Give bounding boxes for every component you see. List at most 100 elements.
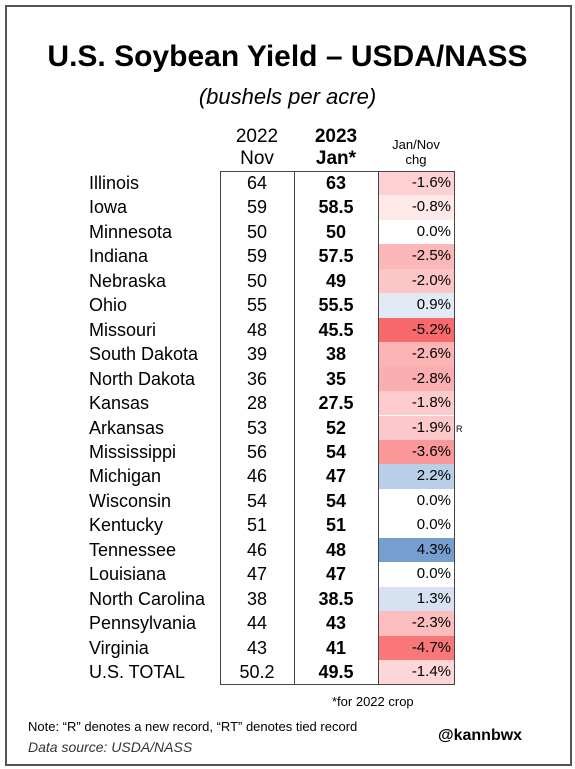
jan-2023-value: 52 <box>325 417 347 438</box>
change-cell: -2.6% <box>378 342 454 367</box>
state-label: Nebraska <box>89 270 167 291</box>
author-handle: @kannbwx <box>438 727 523 744</box>
change-cell: -4.7% <box>378 635 454 660</box>
change-cell: -3.6% <box>378 439 454 465</box>
state-label: Mississippi <box>89 441 177 462</box>
nov-2022-value: 59 <box>246 246 268 267</box>
jan-2023-value: 49 <box>325 270 347 291</box>
state-label: Virginia <box>89 637 149 658</box>
state-label: Tennessee <box>89 539 177 560</box>
state-label: Missouri <box>89 319 157 340</box>
nov-2022-value: 46 <box>246 539 268 560</box>
jan-2023-value: 47 <box>325 564 347 585</box>
jan-2023-value: 41 <box>325 637 347 658</box>
state-label: U.S. TOTAL <box>89 662 186 682</box>
table-horizontal-line <box>220 684 455 686</box>
change-cell: 0.0% <box>378 562 454 587</box>
jan-2023-value: 43 <box>325 613 347 634</box>
state-label: Illinois <box>89 173 140 193</box>
nov-2022-value: 28 <box>246 393 268 414</box>
jan-2023-value: 54 <box>325 490 347 511</box>
header-change: Jan/Nov chg <box>378 137 454 168</box>
state-label: Arkansas <box>89 417 165 438</box>
change-cell: -1.9% <box>378 415 454 440</box>
jan-2023-value: 45.5 <box>318 319 354 340</box>
change-cell: 2.2% <box>378 464 454 489</box>
state-label: Ohio <box>89 295 128 316</box>
change-cell: -1.8% <box>378 391 454 416</box>
data-source: Data source: USDA/NASS <box>28 739 193 755</box>
state-label: Indiana <box>89 246 149 267</box>
jan-2023-value: 27.5 <box>318 393 354 414</box>
nov-2022-value: 53 <box>246 417 268 438</box>
nov-2022-value: 51 <box>246 515 268 536</box>
nov-2022-value: 50 <box>246 270 268 291</box>
header-2023-jan: 2023 Jan* <box>294 126 378 170</box>
change-cell: 0.0% <box>378 219 454 245</box>
table-vertical-line <box>454 171 455 685</box>
nov-2022-value: 48 <box>246 319 268 340</box>
jan-2023-value: 63 <box>325 173 347 193</box>
change-cell: -5.2% <box>378 317 454 343</box>
jan-2023-value: 38 <box>325 344 347 365</box>
jan-2023-value: 49.5 <box>318 662 354 682</box>
change-cell: -2.3% <box>378 611 454 636</box>
nov-2022-value: 55 <box>246 295 268 316</box>
nov-2022-value: 47 <box>246 564 268 585</box>
state-label: Kansas <box>89 393 150 414</box>
nov-2022-value: 46 <box>246 466 268 487</box>
change-cell: 0.0% <box>378 513 454 538</box>
nov-2022-value: 50 <box>246 221 268 242</box>
state-label: Wisconsin <box>89 490 172 511</box>
nov-2022-value: 54 <box>246 490 268 511</box>
jan-2023-value: 57.5 <box>318 246 354 267</box>
nov-2022-value: 56 <box>246 441 268 462</box>
nov-2022-value: 59 <box>246 197 268 218</box>
change-cell: -0.8% <box>378 195 454 220</box>
table-vertical-line <box>294 171 295 685</box>
table-horizontal-line <box>220 171 455 172</box>
header-2023-year: 2023 <box>314 126 358 147</box>
table-vertical-line <box>220 171 221 685</box>
table-vertical-line <box>378 171 379 685</box>
record-marker: R <box>456 423 463 434</box>
state-label: North Dakota <box>89 368 196 389</box>
state-label: Louisiana <box>89 564 167 585</box>
jan-2023-value: 47 <box>325 466 347 487</box>
change-cell: 0.0% <box>378 488 454 514</box>
nov-2022-value: 44 <box>246 613 268 634</box>
change-cell: -2.0% <box>378 268 454 294</box>
chart-title: U.S. Soybean Yield – USDA/NASS <box>47 40 528 73</box>
state-label: Iowa <box>89 197 128 218</box>
jan-2023-value: 51 <box>325 515 347 536</box>
state-label: North Carolina <box>89 588 206 609</box>
nov-2022-value: 43 <box>246 637 268 658</box>
nov-2022-value: 38 <box>246 588 268 609</box>
jan-2023-value: 58.5 <box>318 197 354 218</box>
change-cell: -1.4% <box>378 660 454 685</box>
nov-2022-value: 50.2 <box>239 662 275 682</box>
jan-2023-value: 54 <box>325 441 347 462</box>
header-change-line2: chg <box>405 151 427 167</box>
nov-2022-value: 36 <box>246 368 268 389</box>
change-cell: 4.3% <box>378 537 454 563</box>
jan-2023-value: 35 <box>325 368 347 389</box>
state-label: Minnesota <box>89 221 173 242</box>
change-cell: -2.5% <box>378 244 454 269</box>
header-2022-year: 2022 <box>235 126 279 147</box>
chart-frame <box>5 5 572 766</box>
state-label: Pennsylvania <box>89 613 197 634</box>
header-2022-month: Nov <box>240 147 274 169</box>
header-2022-nov: 2022 Nov <box>220 126 294 170</box>
change-cell: -1.6% <box>378 171 454 196</box>
nov-2022-value: 39 <box>246 344 268 365</box>
nov-2022-value: 64 <box>246 173 268 193</box>
chart-subtitle: (bushels per acre) <box>198 84 377 109</box>
state-label: South Dakota <box>89 344 199 365</box>
state-label: Michigan <box>89 466 162 487</box>
record-note: Note: “R” denotes a new record, “RT” den… <box>28 719 358 734</box>
jan-2023-value: 38.5 <box>318 588 354 609</box>
crop-footnote: *for 2022 crop <box>332 694 414 709</box>
header-change-line1: Jan/Nov <box>392 137 440 152</box>
change-cell: 1.3% <box>378 586 454 612</box>
